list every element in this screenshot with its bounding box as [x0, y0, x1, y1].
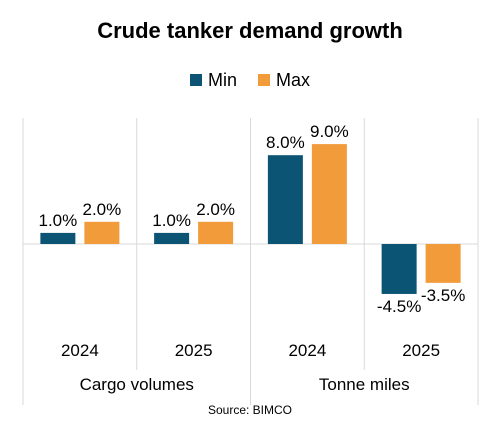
bar-min-1 [154, 232, 190, 244]
bar-max-2 [311, 144, 347, 244]
bar-min-3 [381, 244, 417, 294]
category-label-0: 2024 [61, 341, 99, 360]
data-label-min-0: 1.0% [39, 211, 78, 230]
bar-max-3 [425, 244, 461, 283]
category-label-2: 2024 [288, 341, 326, 360]
legend-swatch-min [189, 74, 202, 86]
bar-min-2 [267, 155, 303, 244]
bar-min-0 [40, 232, 76, 244]
data-label-max-3: -3.5% [421, 286, 465, 305]
data-label-min-2: 8.0% [266, 133, 305, 152]
category-label-3: 2025 [402, 341, 440, 360]
data-label-min-1: 1.0% [152, 211, 191, 230]
legend-swatch-max [258, 74, 270, 86]
legend-item-min: Min [189, 70, 237, 91]
bar-max-1 [198, 221, 234, 244]
chart-title: Crude tanker demand growth [97, 18, 403, 43]
legend-label-min: Min [207, 70, 237, 90]
data-label-max-0: 2.0% [83, 200, 122, 219]
data-label-min-3: -4.5% [377, 297, 421, 316]
source-note: Source: BIMCO [207, 403, 293, 417]
category-label-1: 2025 [175, 341, 213, 360]
legend: Min Max [0, 70, 500, 91]
legend-label-max: Max [276, 70, 311, 90]
data-label-max-1: 2.0% [196, 200, 235, 219]
bar-max-0 [84, 221, 120, 244]
group-label-1: Tonne miles [319, 375, 410, 394]
legend-item-max: Max [258, 70, 310, 91]
data-label-max-2: 9.0% [310, 122, 349, 141]
group-label-0: Cargo volumes [80, 375, 194, 394]
